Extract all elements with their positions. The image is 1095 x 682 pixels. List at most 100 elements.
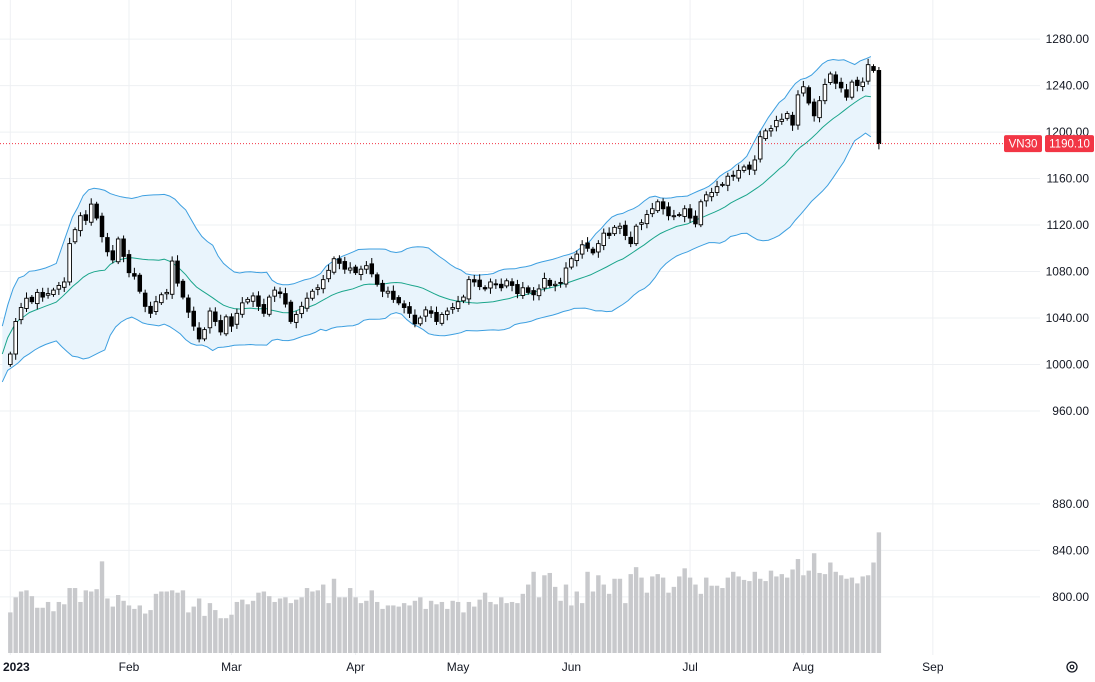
volume-bar [391,605,396,653]
candle [466,276,472,305]
price-tick-label: 1000.00 [1046,357,1090,371]
candle [736,164,741,182]
volume-bar [326,603,331,653]
candle [709,187,714,202]
volume-bar [202,615,207,653]
volume-bar [806,570,811,653]
volume-bar [283,597,288,653]
volume-bar [860,576,865,653]
candle [790,111,795,131]
candle [569,256,574,270]
candle [299,301,304,319]
candle [94,201,99,221]
candle [455,295,461,312]
volume-bar [67,588,72,653]
settings-button[interactable] [1066,661,1078,673]
volume-bar [256,592,261,653]
candle [385,286,391,298]
candle [477,274,482,291]
volume-bar [277,598,283,653]
volume-bar [13,597,18,653]
candle [639,219,644,231]
candle [148,301,153,318]
volume-bar [801,575,806,653]
price-tick-label: 1120.00 [1047,218,1090,232]
candle [579,240,585,259]
candle [461,294,466,304]
volume-bar [520,593,526,653]
volume-bar [763,581,768,653]
candle [730,170,736,181]
candle [423,306,428,322]
volume-bar [585,571,590,653]
candle [763,128,768,141]
price-tick-label: 1040.00 [1046,311,1090,325]
candle [8,351,13,367]
volume-bar [445,608,450,653]
volume-bar [828,562,833,653]
candle [590,246,596,256]
candle [806,85,812,106]
price-tick-label: 880.00 [1052,497,1089,511]
volume-bar [315,590,321,653]
candle [207,307,213,334]
bollinger-lower-line [1,132,872,383]
candle [838,77,844,93]
volume-bar [731,571,736,653]
candle [132,267,137,280]
candle [310,288,315,301]
volume-bar [477,599,482,653]
candle [488,278,493,294]
candle [267,294,272,317]
volume-bar [45,601,51,653]
volume-bar [369,590,374,653]
volume-bar [342,597,347,653]
volume-bar [855,583,860,653]
bollinger-band-fill [2,56,871,382]
volume-bar [865,575,871,653]
volume-bar [223,618,229,653]
volume-bar [186,612,191,653]
volume-bar [142,613,148,653]
price-axis[interactable]: 960.00 1000.00 1040.00 1080.00 1120.00 1160.0… [1046,0,1090,604]
volume-bar [126,605,132,653]
candle [828,71,833,85]
candle [407,301,412,318]
candle [833,71,838,90]
candle [72,227,78,245]
last-price-badge[interactable]: 1190.10 [1045,135,1094,153]
candle [493,279,499,289]
volume-bar [288,603,294,653]
volume-bar [56,601,62,653]
candle [747,161,752,176]
volume-bar [272,601,277,653]
volume-bar [768,570,774,653]
candle [779,113,785,125]
candle [364,261,369,274]
volume-bar [234,601,240,653]
volume-bar [509,601,515,653]
gear-icon-center [1069,664,1075,670]
volume-bar [644,592,650,653]
candle [391,285,396,303]
candle [175,255,180,287]
volume-bar [132,608,137,653]
volume-bar [650,576,655,653]
volume-bar [40,607,45,653]
volume-bar [347,588,353,653]
volume-bar [121,600,126,653]
symbol-badge[interactable]: VN30 [1004,135,1042,153]
time-axis[interactable]: 2023 Feb Mar Apr May Jun Jul Aug Sep [3,660,944,674]
candle [450,302,455,314]
volume-bar [758,578,763,653]
time-tick-label: Feb [119,660,140,674]
price-tick-label: 1160.00 [1047,172,1090,186]
volume-bar [261,591,267,653]
volume-bar [89,591,94,653]
candle [536,284,542,301]
candle [45,287,51,299]
time-tick-label: Mar [221,660,242,674]
volume-bar [94,589,99,653]
volume-bar [304,588,310,653]
